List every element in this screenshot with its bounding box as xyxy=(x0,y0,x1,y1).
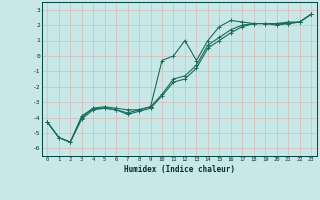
X-axis label: Humidex (Indice chaleur): Humidex (Indice chaleur) xyxy=(124,165,235,174)
